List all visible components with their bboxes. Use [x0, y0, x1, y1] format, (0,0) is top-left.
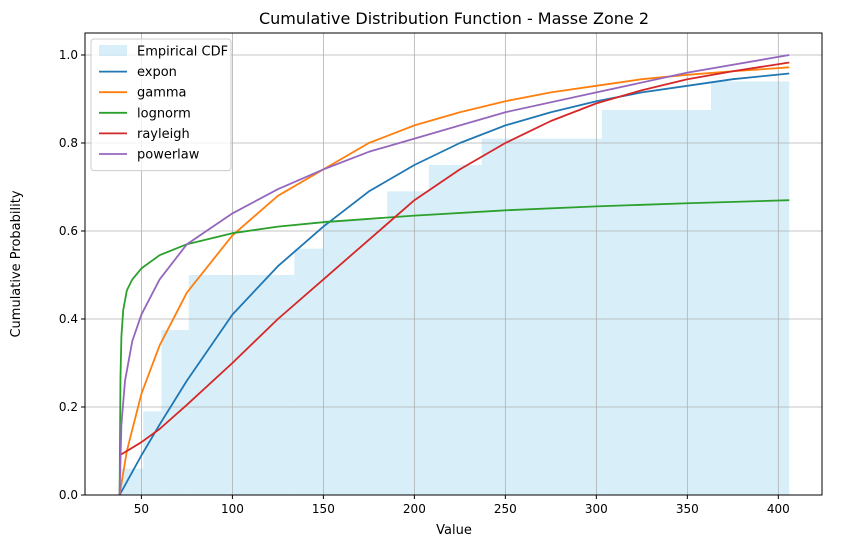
x-tick-label-5: 300	[585, 502, 608, 516]
series-line-gamma	[118, 66, 790, 496]
x-tick-label-4: 250	[494, 502, 517, 516]
legend-label-5: powerlaw	[137, 148, 200, 163]
y-tick-label-5: 1.0	[59, 48, 78, 62]
x-tick-label-1: 100	[221, 502, 244, 516]
x-axis-ticks: 50 100 150 200 250 300 350 400	[134, 495, 790, 516]
legend-swatch-empirical	[99, 45, 127, 56]
series-line-rayleigh	[119, 61, 790, 457]
x-axis-label: Value	[436, 523, 472, 538]
y-axis-label: Cumulative Probability	[9, 190, 24, 337]
empirical-cdf-bars	[119, 81, 790, 496]
series-lines	[118, 54, 790, 496]
y-tick-label-3: 0.6	[59, 224, 78, 238]
x-tick-label-2: 150	[312, 502, 335, 516]
empirical-step-8	[481, 138, 602, 495]
empirical-step-2	[161, 330, 189, 495]
empirical-step-3	[188, 275, 295, 495]
x-tick-label-7: 400	[767, 502, 790, 516]
legend-label-0: Empirical CDF	[137, 45, 228, 60]
empirical-step-4	[294, 248, 324, 495]
legend-label-1: expon	[137, 65, 177, 80]
series-line-expon	[118, 72, 790, 496]
empirical-step-7	[428, 165, 482, 495]
empirical-step-10	[710, 81, 790, 496]
empirical-step-0	[119, 468, 144, 495]
x-tick-label-0: 50	[134, 502, 149, 516]
y-axis-ticks: 0.0 0.2 0.4 0.6 0.8 1.0	[59, 48, 85, 502]
plot-frame	[84, 32, 823, 496]
y-tick-label-0: 0.0	[59, 488, 78, 502]
x-tick-label-6: 350	[676, 502, 699, 516]
legend: Empirical CDF expon gamma lognorm rayleigh po…	[90, 38, 232, 172]
series-line-powerlaw	[118, 54, 790, 496]
legend-label-4: rayleigh	[137, 127, 190, 142]
chart-title: Cumulative Distribution Function - Masse…	[259, 9, 649, 28]
empirical-step-5	[323, 220, 388, 495]
legend-label-2: gamma	[137, 86, 187, 101]
x-tick-label-3: 200	[403, 502, 426, 516]
y-tick-label-2: 0.4	[59, 312, 78, 326]
empirical-step-1	[143, 411, 162, 495]
empirical-step-6	[387, 191, 429, 495]
legend-label-3: lognorm	[137, 106, 191, 121]
y-tick-label-1: 0.2	[59, 400, 78, 414]
y-tick-label-4: 0.8	[59, 136, 78, 150]
empirical-step-9	[601, 110, 711, 495]
